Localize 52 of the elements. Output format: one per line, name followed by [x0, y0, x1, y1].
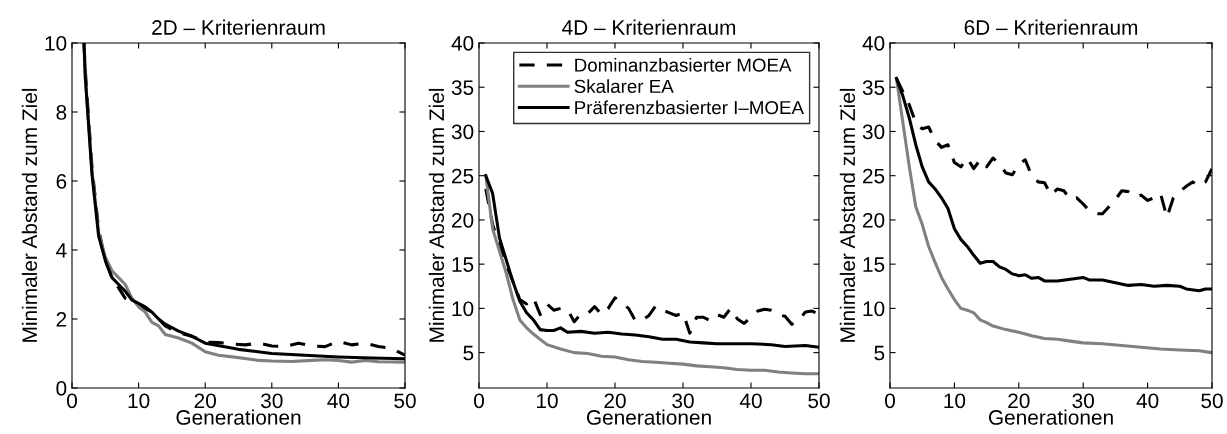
y-tick-label: 25	[452, 168, 474, 184]
x-tick-label: 10	[537, 393, 558, 409]
x-tick-label: 10	[128, 393, 150, 409]
y-tick-label: 25	[863, 168, 885, 184]
x-tick-label: 20	[604, 393, 626, 409]
y-axis-title: Minimaler Abstand zum Ziel	[839, 88, 856, 342]
y-tick-label: 6	[56, 174, 67, 189]
y-tick-label: 10	[45, 36, 67, 51]
y-tick-label: 0	[56, 381, 67, 396]
y-tick-label: 5	[463, 345, 474, 361]
x-tick-label: 20	[1008, 393, 1030, 409]
chart-title: 2D – Kriterienraum	[152, 19, 325, 35]
y-tick-label: 30	[451, 124, 474, 140]
y-tick-label: 2	[56, 312, 67, 327]
x-axis-title: Generationen	[176, 409, 301, 425]
x-tick-label: 40	[739, 393, 762, 409]
y-tick-label: 35	[862, 80, 885, 95]
y-tick-label: 4	[56, 243, 67, 258]
y-tick-label: 5	[874, 345, 885, 361]
x-tick-label: 20	[194, 393, 216, 409]
y-tick-label: 35	[451, 80, 474, 95]
x-tick-label: 50	[394, 393, 416, 409]
x-tick-label: 30	[672, 393, 694, 409]
y-tick-label: 10	[452, 301, 474, 317]
y-tick-label: 20	[863, 212, 885, 228]
y-tick-label: 10	[863, 301, 885, 317]
y-tick-label: 20	[452, 212, 474, 228]
x-tick-label: 50	[1201, 393, 1223, 409]
y-tick-label: 40	[451, 36, 474, 51]
y-tick-label: 8	[56, 105, 67, 120]
x-tick-label: 50	[808, 393, 830, 409]
y-tick-label: 40	[862, 36, 885, 51]
chart-title: 4D – Kriterienraum	[562, 19, 736, 35]
x-axis-title: Generationen	[586, 409, 711, 425]
x-tick-label: 40	[1136, 393, 1159, 409]
x-tick-label: 30	[261, 393, 283, 409]
chart-title: 6D – Kriterienraum	[964, 19, 1138, 35]
y-tick-label: 15	[863, 257, 885, 272]
legend-label: Präferenzbasierter I–MOEA	[575, 100, 804, 115]
x-tick-label: 0	[885, 393, 895, 409]
y-axis-title: Minimaler Abstand zum Ziel	[428, 88, 445, 342]
y-tick-label: 15	[452, 257, 474, 272]
x-tick-label: 40	[327, 393, 350, 409]
x-tick-label: 0	[67, 393, 77, 409]
x-tick-label: 0	[474, 393, 484, 409]
x-tick-label: 10	[944, 393, 966, 409]
legend-label: Dominanzbasierter MOEA	[575, 58, 792, 72]
x-tick-label: 30	[1072, 393, 1094, 409]
legend-label: Skalarer EA	[574, 79, 674, 93]
x-axis-title: Generationen	[988, 409, 1113, 425]
y-axis-title: Minimaler Abstand zum Ziel	[21, 88, 38, 342]
y-tick-label: 30	[862, 124, 885, 140]
